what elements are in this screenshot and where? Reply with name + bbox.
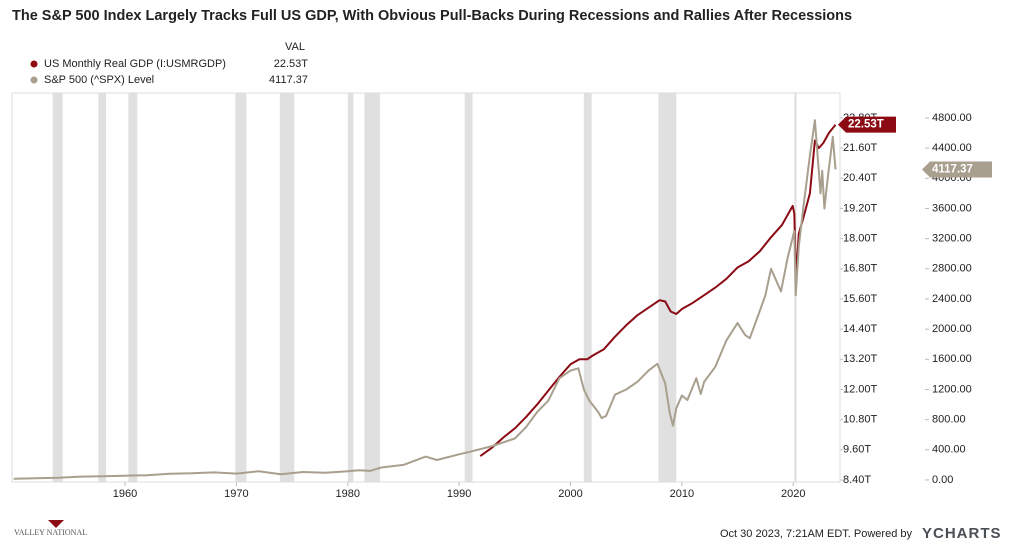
x-tick-label: 1970 [224, 488, 248, 500]
y-tick-label: 9.60T [843, 444, 871, 456]
series-line [13, 119, 837, 480]
recession-band [364, 93, 381, 482]
recession-band [347, 93, 354, 482]
y-tick-label: 13.20T [843, 353, 878, 365]
y-tick-label: 16.80T [843, 263, 878, 275]
y-tick-label: 21.60T [843, 142, 878, 154]
y2-tick-label: 400.00 [932, 444, 966, 456]
legend-value: 22.53T [274, 58, 309, 70]
legend-marker [30, 76, 38, 84]
x-tick-label: 1980 [336, 488, 360, 500]
recession-band [128, 93, 138, 482]
recession-band [658, 93, 677, 482]
firm-logo: VALLEY NATIONAL [14, 528, 87, 537]
end-tag [838, 116, 896, 133]
x-tick-label: 2010 [670, 488, 694, 500]
legend-label: S&P 500 (^SPX) Level [44, 74, 154, 86]
plot-frame [11, 92, 841, 483]
y-tick-label: 8.40T [843, 474, 871, 486]
legend-marker [30, 60, 38, 68]
recession-band [583, 93, 592, 482]
legend-label: US Monthly Real GDP (I:USMRGDP) [44, 58, 226, 70]
y2-tick-label: 2800.00 [932, 263, 972, 275]
y2-tick-label: 2000.00 [932, 323, 972, 335]
x-tick-label: 2020 [781, 488, 805, 500]
recession-band [464, 93, 473, 482]
x-tick-label: 2000 [558, 488, 582, 500]
legend-header: VAL [285, 41, 305, 53]
y-tick-label: 19.20T [843, 202, 878, 214]
y-tick-label: 12.00T [843, 383, 878, 395]
x-tick-label: 1990 [447, 488, 471, 500]
series-line [479, 124, 837, 457]
recession-band [98, 93, 107, 482]
recession-band [235, 93, 247, 482]
recession-band [279, 93, 295, 482]
end-tag-label: 4117.37 [932, 163, 973, 175]
end-tag [922, 161, 992, 178]
y-tick-label: 14.40T [843, 323, 878, 335]
y2-tick-label: 4400.00 [932, 142, 972, 154]
y2-tick-label: 3200.00 [932, 233, 972, 245]
firm-logo-mark [48, 520, 64, 528]
timestamp: Oct 30 2023, 7:21AM EDT. Powered by [720, 528, 912, 540]
brand-logo: YCHARTS [922, 525, 1002, 542]
y-tick-label: 10.80T [843, 414, 878, 426]
y2-tick-label: 2400.00 [932, 293, 972, 305]
x-tick-label: 1960 [113, 488, 137, 500]
chart-title: The S&P 500 Index Largely Tracks Full US… [12, 8, 852, 24]
y-tick-label: 20.40T [843, 172, 878, 184]
recession-band [52, 93, 63, 482]
recession-layer [52, 93, 797, 482]
end-tag-label: 22.53T [848, 119, 884, 131]
legend-value: 4117.37 [269, 74, 308, 86]
y-tick-label: 15.60T [843, 293, 878, 305]
series-layer [13, 119, 837, 480]
y2-tick-label: 1200.00 [932, 383, 972, 395]
y2-tick-label: 800.00 [932, 414, 966, 426]
y2-tick-label: 4800.00 [932, 112, 972, 124]
y2-tick-label: 0.00 [932, 474, 953, 486]
y2-tick-label: 3600.00 [932, 202, 972, 214]
y2-tick-label: 1600.00 [932, 353, 972, 365]
y-tick-label: 18.00T [843, 232, 878, 244]
